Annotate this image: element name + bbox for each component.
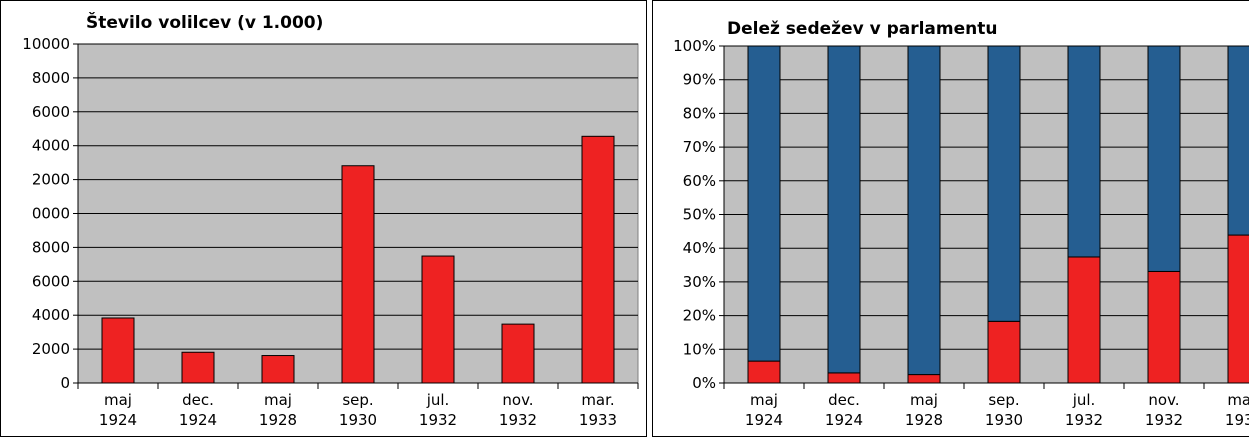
y-tick-label: 6000 <box>32 103 70 121</box>
x-tick-label: 1932 <box>419 411 457 429</box>
chart-title: Število volilcev (v 1.000) <box>86 11 323 33</box>
x-tick-label: 1928 <box>259 411 297 429</box>
bar-segment <box>987 45 1021 322</box>
bar <box>101 317 135 384</box>
y-tick-label: 8000 <box>32 238 70 256</box>
y-tick-label: 0000 <box>32 205 70 223</box>
y-tick-label: 4000 <box>32 137 70 155</box>
bar-segment <box>1147 270 1181 384</box>
x-tick-label: maj <box>104 391 132 409</box>
y-tick-label: 6000 <box>32 272 70 290</box>
bar-segment <box>827 45 861 374</box>
bar-segment <box>747 45 781 362</box>
bar-segment <box>1147 45 1181 272</box>
y-tick-label: 80% <box>683 104 716 122</box>
bar-segment <box>827 372 861 384</box>
x-tick-label: mar. <box>1227 391 1249 409</box>
x-tick-label: sep. <box>342 391 373 409</box>
x-tick-label: maj <box>750 391 778 409</box>
y-tick-label: 2000 <box>32 340 70 358</box>
y-tick-label: 100% <box>673 37 716 55</box>
bar <box>341 165 375 384</box>
x-tick-label: jul. <box>1072 391 1096 409</box>
seats-chart-panel: 0% 10% 20% 30% 40% 50% 60% 70% 80% 90% 100% maj 192… <box>652 0 1249 437</box>
y-tick-label: 50% <box>683 206 716 224</box>
x-tick-label: maj <box>264 391 292 409</box>
x-tick-label: mar. <box>581 391 614 409</box>
y-tick-label: 30% <box>683 273 716 291</box>
x-tick-label: jul. <box>426 391 450 409</box>
y-tick-label: 90% <box>683 71 716 89</box>
x-tick-label: nov. <box>502 391 533 409</box>
y-tick-label: 0 <box>60 374 70 392</box>
x-tick-label: 1932 <box>1065 411 1103 429</box>
bar <box>181 351 215 384</box>
chart-title: Delež sedežev v parlamentu <box>727 19 997 39</box>
bar <box>261 355 295 384</box>
x-tick-label: 1933 <box>1225 411 1249 429</box>
bar-segment <box>987 320 1021 384</box>
bar-segment <box>907 45 941 376</box>
x-tick-label: sep. <box>988 391 1019 409</box>
bar-segment <box>1067 45 1101 258</box>
voters-chart-panel: 0 2000 4000 6000 8000 0000 2000 4000 6000 8000 100… <box>0 0 647 437</box>
seats-chart: 0% 10% 20% 30% 40% 50% 60% 70% 80% 90% 100% maj 192… <box>652 0 1249 437</box>
y-tick-label: 0% <box>692 374 716 392</box>
x-tick-label: 1932 <box>1145 411 1183 429</box>
voters-chart: 0 2000 4000 6000 8000 0000 2000 4000 6000 8000 100… <box>0 0 647 437</box>
x-tick-label: 1924 <box>745 411 783 429</box>
x-tick-label: nov. <box>1148 391 1179 409</box>
bar-segment <box>907 374 941 384</box>
x-tick-label: 1930 <box>339 411 377 429</box>
x-tick-label: 1928 <box>905 411 943 429</box>
y-tick-label: 40% <box>683 239 716 257</box>
x-tick-label: 1933 <box>579 411 617 429</box>
y-tick-label: 10% <box>683 340 716 358</box>
y-tick-label: 4000 <box>32 306 70 324</box>
y-tick-label: 70% <box>683 138 716 156</box>
x-tick-label: 1930 <box>985 411 1023 429</box>
bar-segment <box>1067 256 1101 384</box>
y-tick-label: 2000 <box>32 171 70 189</box>
y-tick-label: 10000 <box>22 35 70 53</box>
bar <box>501 323 535 384</box>
x-tick-label: dec. <box>828 391 860 409</box>
x-tick-label: 1924 <box>825 411 863 429</box>
x-tick-label: 1924 <box>179 411 217 429</box>
x-tick-label: maj <box>910 391 938 409</box>
x-tick-label: dec. <box>182 391 214 409</box>
y-tick-label: 20% <box>683 307 716 325</box>
x-tick-label: 1924 <box>99 411 137 429</box>
y-tick-label: 60% <box>683 172 716 190</box>
bar-segment <box>1227 45 1249 236</box>
bar-segment <box>747 360 781 384</box>
y-tick-label: 8000 <box>32 69 70 87</box>
bar <box>581 135 615 384</box>
bar <box>421 255 455 384</box>
bar-segment <box>1227 234 1249 384</box>
x-tick-label: 1932 <box>499 411 537 429</box>
